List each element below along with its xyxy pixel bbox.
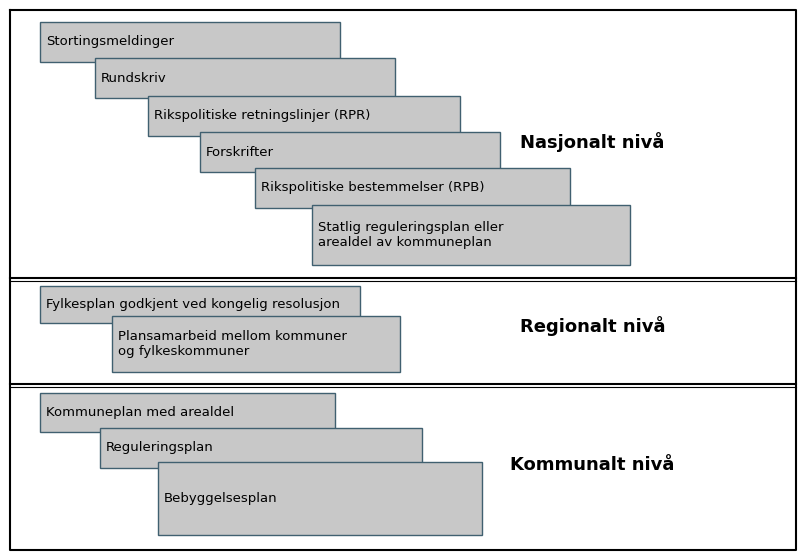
FancyBboxPatch shape [100, 428, 422, 468]
FancyBboxPatch shape [200, 132, 500, 172]
FancyBboxPatch shape [40, 393, 335, 432]
FancyBboxPatch shape [148, 96, 460, 136]
Text: Kommuneplan med arealdel: Kommuneplan med arealdel [46, 406, 234, 419]
Text: Statlig reguleringsplan eller
arealdel av kommuneplan: Statlig reguleringsplan eller arealdel a… [318, 221, 504, 249]
FancyBboxPatch shape [312, 205, 630, 265]
FancyBboxPatch shape [112, 316, 400, 372]
Text: Rundskriv: Rundskriv [101, 72, 167, 85]
Text: Rikspolitiske bestemmelser (RPB): Rikspolitiske bestemmelser (RPB) [261, 181, 484, 194]
Text: Fylkesplan godkjent ved kongelig resolusjon: Fylkesplan godkjent ved kongelig resolus… [46, 298, 340, 311]
Text: Plansamarbeid mellom kommuner
og fylkeskommuner: Plansamarbeid mellom kommuner og fylkesk… [118, 330, 347, 358]
Text: Nasjonalt nivå: Nasjonalt nivå [520, 133, 665, 152]
Text: Regionalt nivå: Regionalt nivå [520, 316, 665, 337]
FancyBboxPatch shape [255, 168, 570, 208]
Text: Rikspolitiske retningslinjer (RPR): Rikspolitiske retningslinjer (RPR) [154, 110, 371, 123]
FancyBboxPatch shape [95, 58, 395, 98]
Text: Reguleringsplan: Reguleringsplan [106, 441, 214, 455]
Text: Forskrifter: Forskrifter [206, 146, 274, 158]
FancyBboxPatch shape [40, 22, 340, 62]
Text: Kommunalt nivå: Kommunalt nivå [510, 455, 675, 474]
Text: Stortingsmeldinger: Stortingsmeldinger [46, 35, 174, 49]
FancyBboxPatch shape [158, 462, 482, 535]
FancyBboxPatch shape [40, 286, 360, 323]
Text: Bebyggelsesplan: Bebyggelsesplan [164, 492, 277, 505]
